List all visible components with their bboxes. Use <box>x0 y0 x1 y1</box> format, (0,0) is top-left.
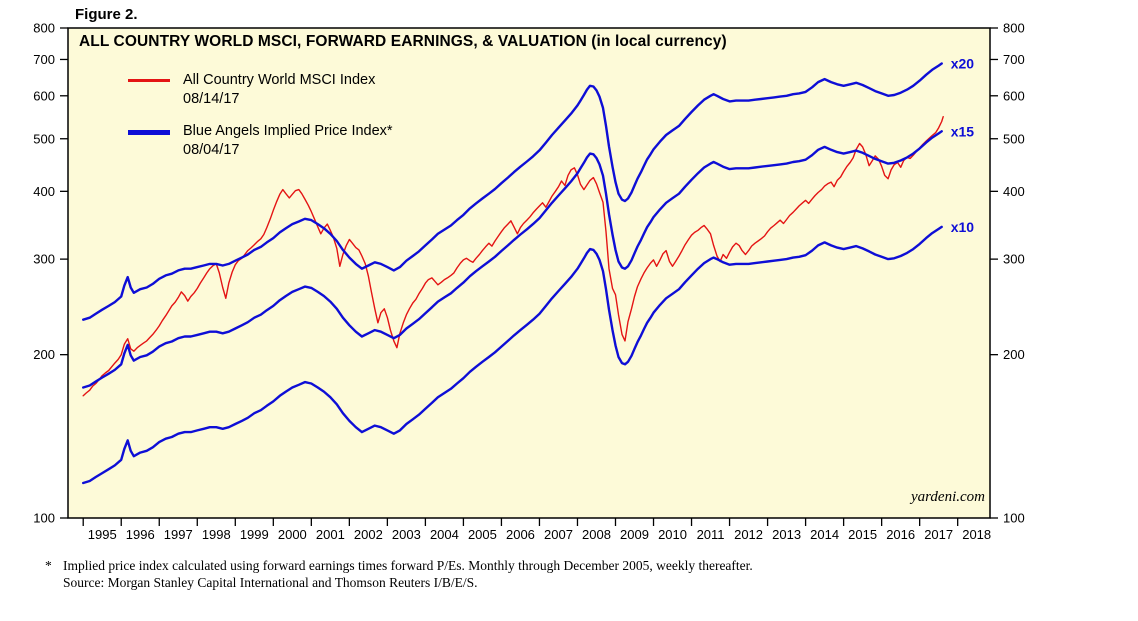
x-axis-label: 2018 <box>962 527 991 542</box>
x-axis-label: 2005 <box>468 527 497 542</box>
watermark: yardeni.com <box>910 489 985 505</box>
blue-angels-line-x10 <box>82 225 943 485</box>
x-axis-label: 1999 <box>240 527 269 542</box>
y-axis-label-left: 100 <box>33 511 55 526</box>
line-label-x15: x15 <box>951 123 975 139</box>
x-axis-label: 2006 <box>506 527 535 542</box>
x-axis-label: 1998 <box>202 527 231 542</box>
x-axis-label: 1995 <box>88 527 117 542</box>
y-axis-label-left: 700 <box>33 52 55 67</box>
legend-msci-date: 08/14/17 <box>183 91 240 107</box>
x-axis-label: 2017 <box>924 527 953 542</box>
blue-angels-line-sample <box>128 130 170 135</box>
x-axis-label: 2001 <box>316 527 345 542</box>
x-axis-label: 2003 <box>392 527 421 542</box>
x-axis-label: 2002 <box>354 527 383 542</box>
legend-item-blue-angels: Blue Angels Implied Price Index* 08/04/1… <box>128 122 393 160</box>
y-axis-label-right: 200 <box>1003 347 1025 362</box>
y-axis-label-left: 800 <box>33 21 55 36</box>
x-axis-label: 2008 <box>582 527 611 542</box>
y-axis-label-left: 300 <box>33 252 55 267</box>
y-axis-label-left: 500 <box>33 131 55 146</box>
footnote-line2: Source: Morgan Stanley Capital Internati… <box>63 575 478 590</box>
x-axis-label: 2012 <box>734 527 763 542</box>
footnote-asterisk: * <box>45 558 52 573</box>
y-axis-label-left: 600 <box>33 88 55 103</box>
y-axis-label-right: 700 <box>1003 52 1025 67</box>
chart-title: ALL COUNTRY WORLD MSCI, FORWARD EARNINGS… <box>79 33 727 50</box>
y-axis-label-left: 200 <box>33 347 55 362</box>
chart-legend: All Country World MSCI Index 08/14/17 Bl… <box>128 71 393 173</box>
x-axis-label: 2007 <box>544 527 573 542</box>
x-axis-label: 2010 <box>658 527 687 542</box>
y-axis-label-right: 800 <box>1003 21 1025 36</box>
x-axis-label: 2000 <box>278 527 307 542</box>
x-axis-label: 1996 <box>126 527 155 542</box>
legend-blue-angels-date: 08/04/17 <box>183 142 240 158</box>
figure-label: Figure 2. <box>75 6 138 23</box>
x-axis-label: 2004 <box>430 527 459 542</box>
blue-angels-line-x15 <box>82 130 943 389</box>
y-axis-label-left: 400 <box>33 184 55 199</box>
y-axis-label-right: 600 <box>1003 88 1025 103</box>
y-axis-label-right: 300 <box>1003 252 1025 267</box>
x-axis-label: 2011 <box>697 527 725 542</box>
legend-msci-label: All Country World MSCI Index <box>183 72 376 88</box>
footnote-line1: Implied price index calculated using for… <box>63 558 753 573</box>
x-axis-label: 1997 <box>164 527 193 542</box>
line-label-x20: x20 <box>951 56 975 72</box>
x-axis-label: 2013 <box>772 527 801 542</box>
legend-blue-angels-label: Blue Angels Implied Price Index* <box>183 123 393 139</box>
plot-border <box>67 27 991 519</box>
y-axis-label-right: 100 <box>1003 511 1025 526</box>
x-axis-label: 2014 <box>810 527 839 542</box>
blue-angels-line-x20 <box>82 62 943 321</box>
x-axis-label: 2016 <box>886 527 915 542</box>
msci-line <box>82 116 944 397</box>
y-axis-label-right: 400 <box>1003 184 1025 199</box>
x-axis-label: 2015 <box>848 527 877 542</box>
msci-line-sample <box>128 79 170 82</box>
y-axis-label-right: 500 <box>1003 131 1025 146</box>
line-label-x10: x10 <box>951 219 975 235</box>
plot-area <box>68 28 990 518</box>
x-axis-label: 2009 <box>620 527 649 542</box>
chart-canvas: 100 100 200 200 300 300 400 400 500 500 600 600 700 7… <box>33 21 1025 543</box>
legend-item-msci: All Country World MSCI Index 08/14/17 <box>128 71 393 109</box>
